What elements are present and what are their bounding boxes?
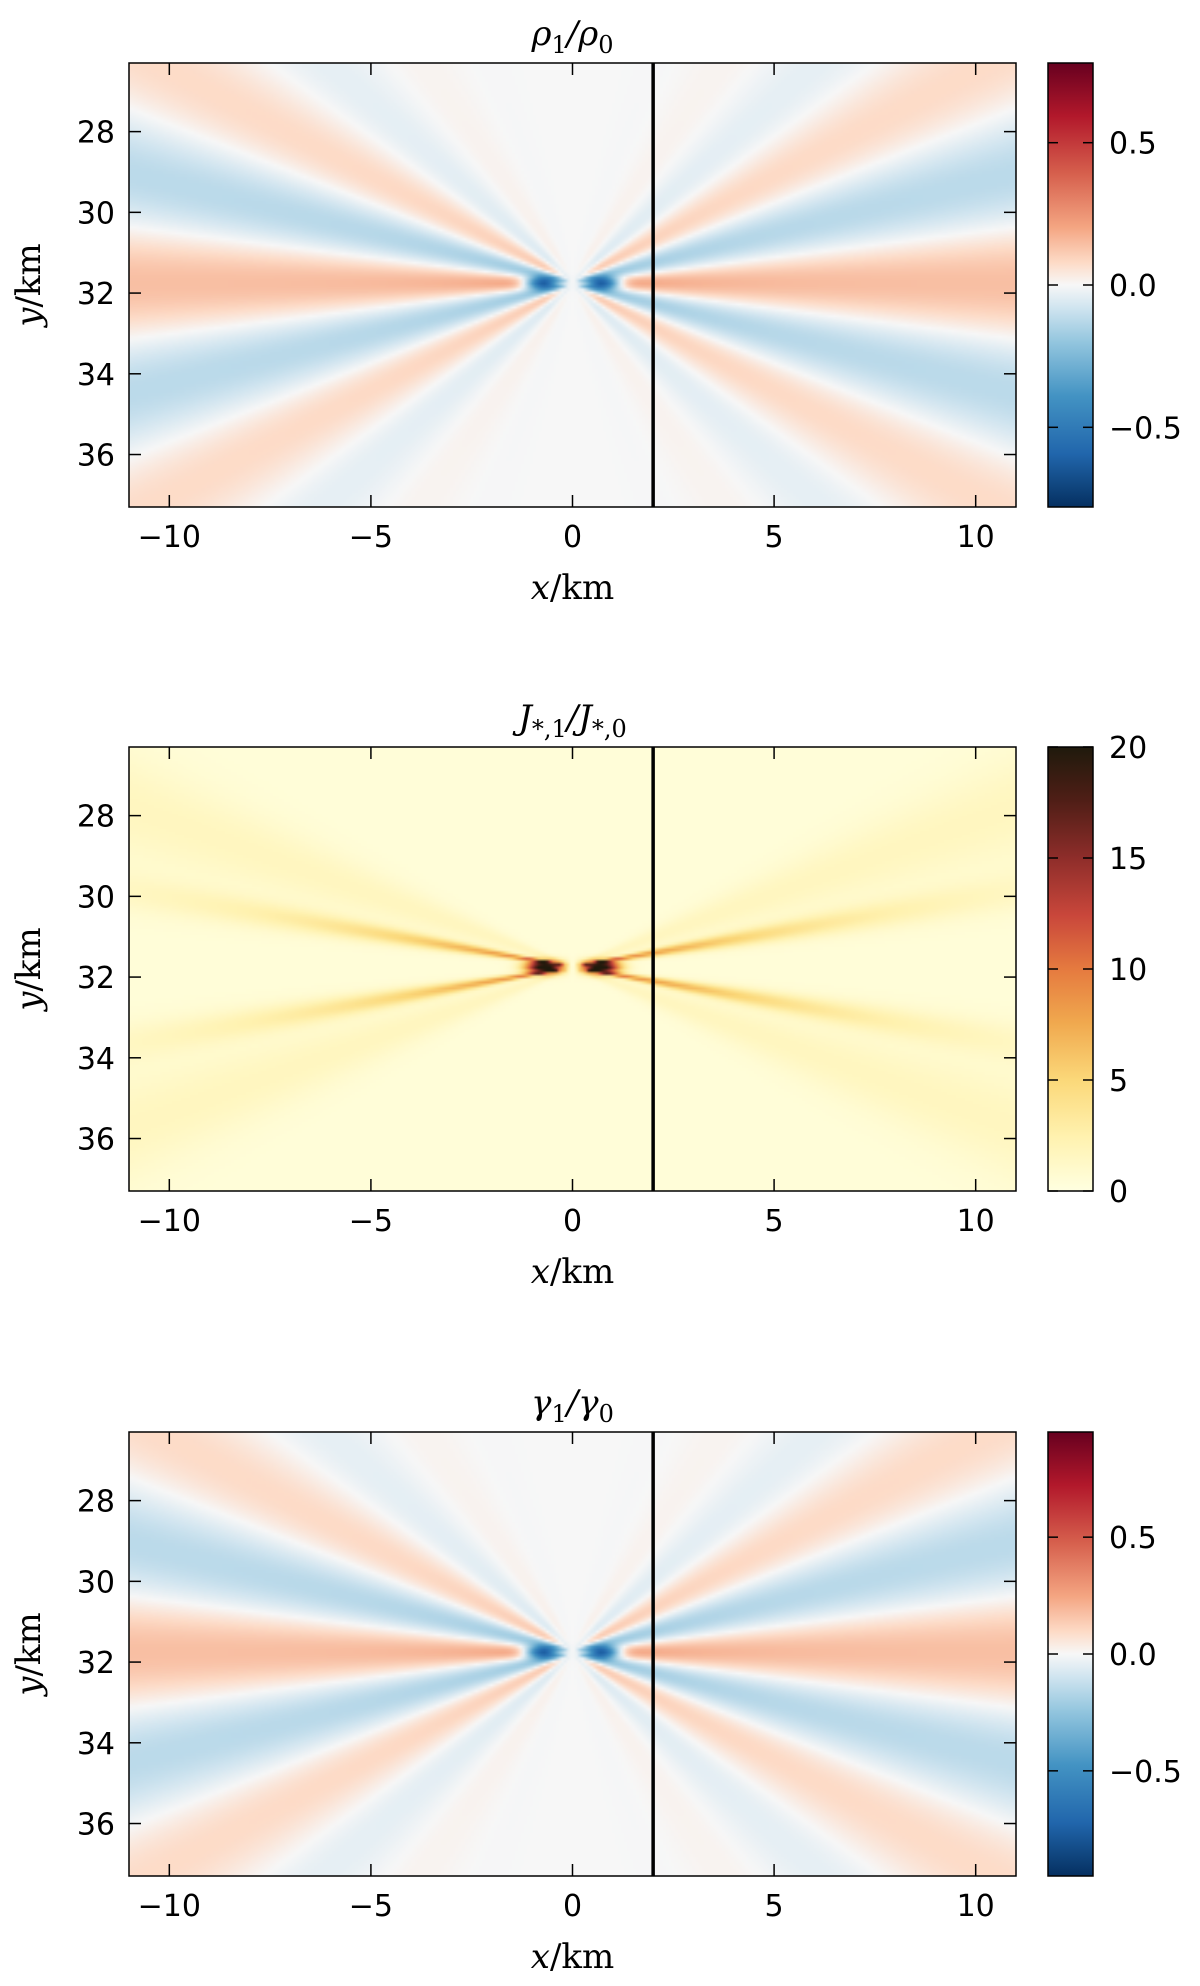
chart-panel-2: −10 −5 0 5 102830323436J*,1/J*,0x/kmy/km2015… [9, 698, 1147, 1292]
y-tick-label: 28 [77, 1485, 115, 1520]
colorbar-tick-label: 0.5 [1109, 1521, 1157, 1556]
title-numerator-sub: *,1 [532, 715, 567, 743]
title-numerator: γ [531, 1383, 552, 1423]
y-tick-label: 28 [77, 800, 115, 835]
heatmap-image [129, 63, 1016, 507]
x-tick-label: 10 [957, 520, 995, 555]
colorbar-tick-label: −0.5 [1109, 1755, 1182, 1790]
colorbar-tick-label: 0.5 [1109, 127, 1157, 162]
chart-panel-3: −10 −5 0 5 102830323436γ1/γ0x/kmy/km0.50.0−0… [9, 1383, 1182, 1977]
title-slash: / [564, 14, 582, 54]
y-tick-label: 34 [77, 1727, 115, 1762]
colorbar-tick-label: 0.0 [1109, 269, 1157, 304]
colorbar-tick-label: 0.0 [1109, 1638, 1157, 1673]
y-tick-label: 30 [77, 196, 115, 231]
chart-title: J*,1/J*,0 [512, 698, 627, 743]
x-tick-label: −10 [138, 1204, 201, 1239]
x-tick-label: 5 [765, 1889, 784, 1924]
x-tick-label: 5 [765, 520, 784, 555]
title-denominator-sub: 0 [598, 31, 613, 59]
y-axis-label: y/km [9, 243, 49, 329]
title-numerator-sub: 1 [551, 31, 566, 59]
chart-title: ρ1/ρ0 [530, 14, 613, 59]
x-tick-label: 10 [957, 1889, 995, 1924]
x-tick-label: −5 [349, 1204, 393, 1239]
title-slash: / [564, 1383, 582, 1423]
y-tick-label: 34 [77, 1042, 115, 1077]
y-tick-label: 28 [77, 116, 115, 151]
x-tick-label: −10 [138, 520, 201, 555]
x-tick-label: 0 [563, 1889, 582, 1924]
y-tick-label: 34 [77, 358, 115, 393]
y-tick-label: 36 [77, 1123, 115, 1158]
colorbar-tick-label: 5 [1109, 1064, 1128, 1099]
colorbar-tick-label: 20 [1109, 731, 1147, 766]
y-tick-label: 30 [77, 880, 115, 915]
x-tick-label: 10 [957, 1204, 995, 1239]
heatmap-image [129, 747, 1016, 1191]
colorbar-tick-label: 0 [1109, 1175, 1128, 1210]
title-denominator-sub: *,0 [592, 715, 627, 743]
title-denominator-sub: 0 [599, 1400, 614, 1428]
y-tick-label: 30 [77, 1565, 115, 1600]
title-denominator: ρ [577, 14, 598, 54]
x-axis-label: x/km [531, 1937, 615, 1977]
title-numerator-sub: 1 [551, 1400, 566, 1428]
x-tick-label: 0 [563, 1204, 582, 1239]
title-numerator: J [512, 698, 534, 738]
y-tick-label: 32 [77, 961, 115, 996]
y-axis-label: y/km [9, 927, 49, 1013]
x-tick-label: −5 [349, 520, 393, 555]
colorbar-tick-label: 15 [1109, 842, 1147, 877]
title-slash: / [564, 698, 582, 738]
colorbar-tick-label: −0.5 [1109, 411, 1182, 446]
y-axis-label: y/km [9, 1612, 49, 1698]
chart-title: γ1/γ0 [531, 1383, 614, 1428]
x-axis-label: x/km [531, 568, 615, 608]
x-axis-label: x/km [531, 1252, 615, 1292]
x-tick-label: 0 [563, 520, 582, 555]
y-tick-label: 36 [77, 439, 115, 474]
chart-panel-1: −10 −5 0 5 102830323436ρ1/ρ0x/kmy/km0.50.0−0… [9, 14, 1182, 608]
x-tick-label: −5 [349, 1889, 393, 1924]
x-tick-label: 5 [765, 1204, 784, 1239]
y-tick-label: 32 [77, 277, 115, 312]
title-denominator: J [572, 698, 594, 738]
y-tick-label: 36 [77, 1808, 115, 1843]
x-tick-label: −10 [138, 1889, 201, 1924]
title-numerator: ρ [530, 14, 551, 54]
colorbar-tick-label: 10 [1109, 953, 1147, 988]
title-denominator: γ [578, 1383, 599, 1423]
heatmap-image [129, 1432, 1016, 1876]
y-tick-label: 32 [77, 1646, 115, 1681]
